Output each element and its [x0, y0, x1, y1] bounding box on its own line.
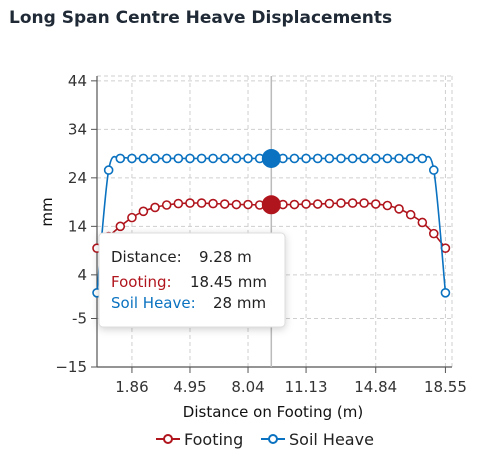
legend-footing-marker — [163, 434, 173, 444]
tooltip-box — [98, 232, 286, 328]
y-tick-label: -5 — [72, 310, 87, 328]
legend-heave-marker — [268, 434, 278, 444]
data-point-soil-heave[interactable] — [208, 153, 218, 164]
data-point-soil-heave[interactable] — [417, 153, 428, 164]
data-point-soil-heave[interactable] — [150, 153, 160, 164]
data-point-footing[interactable] — [161, 200, 172, 210]
data-point-soil-heave[interactable] — [382, 153, 393, 164]
data-point-footing[interactable] — [196, 198, 207, 208]
data-point-footing[interactable] — [301, 199, 311, 209]
data-point-soil-heave[interactable] — [324, 153, 335, 164]
data-point-soil-heave[interactable] — [394, 153, 404, 164]
data-point-footing[interactable] — [417, 217, 428, 228]
data-point-soil-heave[interactable] — [138, 153, 149, 164]
data-point-footing[interactable] — [405, 209, 416, 220]
tooltip-heave-value: 28 mm — [213, 294, 266, 312]
data-point-soil-heave[interactable] — [115, 153, 126, 164]
y-tick-label: 14 — [68, 217, 87, 235]
data-point-soil-heave[interactable] — [301, 153, 311, 164]
legend-heave-label: Soil Heave — [289, 430, 374, 449]
tooltip-distance-label: Distance: — [111, 248, 182, 266]
x-tick-label: 4.95 — [173, 378, 206, 396]
legend: Footing Soil Heave — [156, 430, 374, 449]
data-point-soil-heave[interactable] — [347, 153, 358, 164]
data-point-soil-heave[interactable] — [359, 153, 369, 164]
legend-footing-label: Footing — [184, 430, 243, 449]
data-point-soil-heave[interactable] — [127, 153, 137, 164]
data-point-footing[interactable] — [382, 200, 393, 211]
data-point-footing[interactable] — [394, 204, 404, 214]
data-point-footing[interactable] — [127, 212, 137, 223]
x-tick-label: 18.55 — [424, 378, 467, 396]
data-point-footing[interactable] — [150, 202, 160, 213]
data-point-soil-heave[interactable] — [103, 165, 114, 175]
data-point-footing[interactable] — [312, 199, 323, 209]
data-point-soil-heave[interactable] — [219, 153, 230, 164]
y-tick-label: 44 — [68, 72, 87, 90]
data-point-soil-heave[interactable] — [196, 153, 207, 164]
x-tick-label: 1.86 — [115, 378, 148, 396]
data-point-soil-heave[interactable] — [161, 153, 172, 164]
data-point-footing[interactable] — [243, 199, 253, 210]
data-point-footing[interactable] — [347, 198, 358, 208]
y-tick-label: 4 — [77, 266, 87, 284]
hover-point-footing[interactable] — [261, 195, 281, 215]
tooltip-distance-value: 9.28 m — [199, 248, 252, 266]
x-tick-label: 14.84 — [354, 378, 397, 396]
x-tick-label: 11.13 — [285, 378, 328, 396]
data-point-soil-heave[interactable] — [243, 153, 253, 164]
data-point-footing[interactable] — [370, 199, 381, 209]
y-axis-title: mm — [38, 197, 56, 226]
data-point-soil-heave[interactable] — [289, 153, 300, 164]
data-point-soil-heave[interactable] — [370, 153, 381, 164]
data-point-soil-heave[interactable] — [173, 153, 184, 164]
data-point-footing[interactable] — [208, 198, 218, 209]
data-point-footing[interactable] — [359, 198, 369, 208]
chart-title: Long Span Centre Heave Displacements — [9, 8, 393, 28]
tooltip-footing-value: 18.45 mm — [190, 273, 267, 291]
hover-point-soil-heave[interactable] — [261, 148, 281, 168]
data-point-footing[interactable] — [428, 228, 439, 239]
legend-item-footing[interactable]: Footing — [156, 430, 243, 449]
series-soil-heave — [92, 148, 451, 298]
data-point-footing[interactable] — [138, 206, 149, 217]
data-point-footing[interactable] — [231, 199, 242, 210]
data-point-footing[interactable] — [324, 198, 335, 209]
data-point-footing[interactable] — [289, 199, 300, 210]
data-point-footing[interactable] — [219, 199, 230, 209]
data-point-soil-heave[interactable] — [405, 153, 416, 164]
x-axis-title: Distance on Footing (m) — [183, 403, 363, 421]
data-point-footing[interactable] — [185, 198, 195, 208]
legend-item-soil-heave[interactable]: Soil Heave — [261, 430, 374, 449]
data-point-soil-heave[interactable] — [185, 153, 195, 164]
data-point-footing[interactable] — [173, 198, 184, 209]
series-layer — [92, 148, 451, 298]
data-point-footing[interactable] — [336, 198, 346, 208]
data-point-footing[interactable] — [115, 221, 126, 232]
data-point-soil-heave[interactable] — [336, 153, 346, 164]
tooltip-footing-label: Footing: — [111, 273, 172, 291]
axes: 1.86 4.95 8.04 11.13 14.84 18.55 −15 -5 4 14 24 34 4… — [55, 72, 467, 396]
x-tick-label: 8.04 — [231, 378, 264, 396]
data-point-soil-heave[interactable] — [440, 287, 451, 298]
data-point-soil-heave[interactable] — [312, 153, 323, 164]
y-tick-label: −15 — [55, 358, 87, 376]
tooltip: Distance: 9.28 m Footing: 18.45 mm Soil … — [98, 232, 286, 328]
tooltip-heave-label: Soil Heave: — [111, 294, 196, 312]
data-point-soil-heave[interactable] — [428, 165, 439, 175]
y-tick-label: 34 — [68, 120, 87, 138]
data-point-soil-heave[interactable] — [231, 153, 242, 164]
y-tick-label: 24 — [68, 169, 87, 187]
